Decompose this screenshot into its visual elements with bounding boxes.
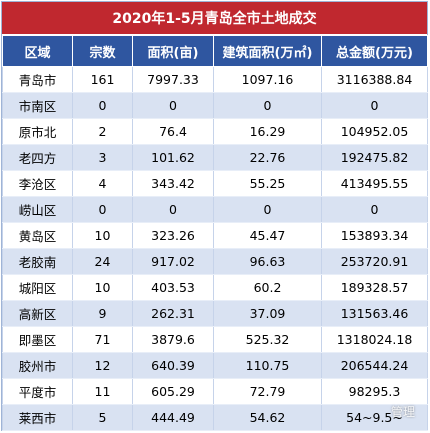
cell-district: 崂山区 xyxy=(2,196,73,223)
table-title: 2020年1-5月青岛全市土地成交 xyxy=(2,2,427,35)
cell-floor-area: 45.47 xyxy=(213,222,322,249)
table-row: 李沧区 4 343.42 55.25 413495.55 xyxy=(2,170,428,197)
table-row: 平度市 11 605.29 72.79 98295.3 xyxy=(2,378,428,405)
cell-parcel-count: 161 xyxy=(72,66,133,93)
cell-district: 胶州市 xyxy=(2,352,73,379)
cell-district: 老胶南 xyxy=(2,248,73,275)
cell-area: 403.53 xyxy=(132,274,214,301)
cell-floor-area: 0 xyxy=(213,196,322,223)
cell-total-amount: 131563.46 xyxy=(321,300,428,327)
cell-area: 323.26 xyxy=(132,222,214,249)
cell-district: 平度市 xyxy=(2,378,73,405)
column-header-area: 面积(亩) xyxy=(132,35,214,67)
cell-area: 0 xyxy=(132,196,214,223)
cell-area: 7997.33 xyxy=(132,66,214,93)
cell-floor-area: 22.76 xyxy=(213,144,322,171)
cell-floor-area: 0 xyxy=(213,92,322,119)
cell-parcel-count: 2 xyxy=(72,118,133,145)
cell-parcel-count: 10 xyxy=(72,222,133,249)
cell-parcel-count: 10 xyxy=(72,274,133,301)
cell-district: 黄岛区 xyxy=(2,222,73,249)
cell-area: 640.39 xyxy=(132,352,214,379)
cell-area: 917.02 xyxy=(132,248,214,275)
table-row: 胶州市 12 640.39 110.75 206544.24 xyxy=(2,352,428,379)
cell-floor-area: 55.25 xyxy=(213,170,322,197)
cell-parcel-count: 12 xyxy=(72,352,133,379)
land-transaction-table: 区域 宗数 面积(亩) 建筑面积(万㎡) 总金额(万元) 青岛市 161 7997.… xyxy=(2,35,428,431)
cell-district: 李沧区 xyxy=(2,170,73,197)
table-body: 青岛市 161 7997.33 1097.16 3116388.84 市南区 0 0 0 0 原市北… xyxy=(2,66,428,431)
cell-parcel-count: 0 xyxy=(72,196,133,223)
cell-parcel-count: 11 xyxy=(72,378,133,405)
cell-district: 莱西市 xyxy=(2,404,73,431)
cell-parcel-count: 24 xyxy=(72,248,133,275)
cell-total-amount: 3116388.84 xyxy=(321,66,428,93)
cell-parcel-count: 0 xyxy=(72,92,133,119)
cell-floor-area: 96.63 xyxy=(213,248,322,275)
cell-total-amount: 0 xyxy=(321,92,428,119)
table-row: 高新区 9 262.31 37.09 131563.46 xyxy=(2,300,428,327)
cell-total-amount: 153893.34 xyxy=(321,222,428,249)
cell-floor-area: 72.79 xyxy=(213,378,322,405)
cell-total-amount: 0 xyxy=(321,196,428,223)
column-header-parcel-count: 宗数 xyxy=(72,35,133,67)
cell-district: 原市北 xyxy=(2,118,73,145)
cell-parcel-count: 5 xyxy=(72,404,133,431)
table-row: 城阳区 10 403.53 60.2 189328.57 xyxy=(2,274,428,301)
table-row: 莱西市 5 444.49 54.62 54~9.5~ xyxy=(2,404,428,431)
table-row: 老胶南 24 917.02 96.63 253720.91 xyxy=(2,248,428,275)
column-header-district: 区域 xyxy=(2,35,73,67)
column-header-total-amount: 总金额(万元) xyxy=(321,35,428,67)
cell-floor-area: 525.32 xyxy=(213,326,322,353)
cell-area: 0 xyxy=(132,92,214,119)
table-row: 即墨区 71 3879.6 525.32 1318024.18 xyxy=(2,326,428,353)
cell-parcel-count: 4 xyxy=(72,170,133,197)
table-row: 原市北 2 76.4 16.29 104952.05 xyxy=(2,118,428,145)
header-row: 区域 宗数 面积(亩) 建筑面积(万㎡) 总金额(万元) xyxy=(2,35,428,67)
cell-parcel-count: 9 xyxy=(72,300,133,327)
cell-total-amount: 206544.24 xyxy=(321,352,428,379)
cell-district: 高新区 xyxy=(2,300,73,327)
cell-total-amount: 104952.05 xyxy=(321,118,428,145)
cell-total-amount: 253720.91 xyxy=(321,248,428,275)
cell-area: 76.4 xyxy=(132,118,214,145)
table-row: 黄岛区 10 323.26 45.47 153893.34 xyxy=(2,222,428,249)
cell-area: 605.29 xyxy=(132,378,214,405)
table-row: 市南区 0 0 0 0 xyxy=(2,92,428,119)
cell-floor-area: 16.29 xyxy=(213,118,322,145)
cell-district: 市南区 xyxy=(2,92,73,119)
cell-floor-area: 60.2 xyxy=(213,274,322,301)
cell-district: 即墨区 xyxy=(2,326,73,353)
table-row: 老四方 3 101.62 22.76 192475.82 xyxy=(2,144,428,171)
table-row: 青岛市 161 7997.33 1097.16 3116388.84 xyxy=(2,66,428,93)
cell-parcel-count: 71 xyxy=(72,326,133,353)
cell-area: 444.49 xyxy=(132,404,214,431)
cell-total-amount: 192475.82 xyxy=(321,144,428,171)
cell-floor-area: 37.09 xyxy=(213,300,322,327)
cell-total-amount: 98295.3 xyxy=(321,378,428,405)
cell-floor-area: 54.62 xyxy=(213,404,322,431)
cell-total-amount: 413495.55 xyxy=(321,170,428,197)
cell-total-amount: 1318024.18 xyxy=(321,326,428,353)
cell-area: 343.42 xyxy=(132,170,214,197)
cell-floor-area: 1097.16 xyxy=(213,66,322,93)
cell-floor-area: 110.75 xyxy=(213,352,322,379)
cell-total-amount: 189328.57 xyxy=(321,274,428,301)
cell-district: 青岛市 xyxy=(2,66,73,93)
table-row: 崂山区 0 0 0 0 xyxy=(2,196,428,223)
cell-area: 262.31 xyxy=(132,300,214,327)
cell-parcel-count: 3 xyxy=(72,144,133,171)
cell-district: 城阳区 xyxy=(2,274,73,301)
cell-area: 3879.6 xyxy=(132,326,214,353)
column-header-floor-area: 建筑面积(万㎡) xyxy=(213,35,322,67)
cell-area: 101.62 xyxy=(132,144,214,171)
cell-total-amount: 54~9.5~ xyxy=(321,404,428,431)
cell-district: 老四方 xyxy=(2,144,73,171)
